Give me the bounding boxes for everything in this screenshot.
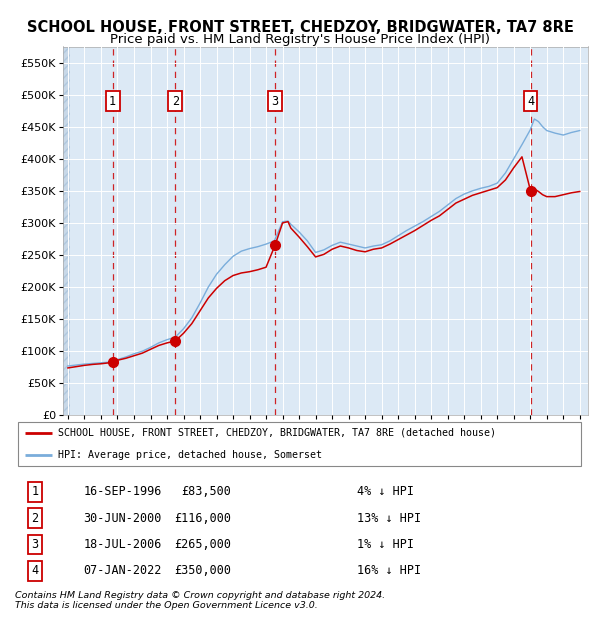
Text: SCHOOL HOUSE, FRONT STREET, CHEDZOY, BRIDGWATER, TA7 8RE: SCHOOL HOUSE, FRONT STREET, CHEDZOY, BRI… xyxy=(26,20,574,35)
Text: 1: 1 xyxy=(109,94,116,107)
Text: This data is licensed under the Open Government Licence v3.0.: This data is licensed under the Open Gov… xyxy=(15,601,318,611)
Text: 07-JAN-2022: 07-JAN-2022 xyxy=(83,564,162,577)
Text: Price paid vs. HM Land Registry's House Price Index (HPI): Price paid vs. HM Land Registry's House … xyxy=(110,33,490,46)
Text: 16% ↓ HPI: 16% ↓ HPI xyxy=(357,564,421,577)
Text: 4% ↓ HPI: 4% ↓ HPI xyxy=(357,485,414,498)
Text: £350,000: £350,000 xyxy=(175,564,232,577)
Text: 1% ↓ HPI: 1% ↓ HPI xyxy=(357,538,414,551)
FancyBboxPatch shape xyxy=(18,422,581,466)
Text: 3: 3 xyxy=(271,94,278,107)
Text: 16-SEP-1996: 16-SEP-1996 xyxy=(83,485,162,498)
Text: 30-JUN-2000: 30-JUN-2000 xyxy=(83,512,162,525)
Text: 18-JUL-2006: 18-JUL-2006 xyxy=(83,538,162,551)
Text: 3: 3 xyxy=(31,538,38,551)
Text: 2: 2 xyxy=(31,512,38,525)
Text: SCHOOL HOUSE, FRONT STREET, CHEDZOY, BRIDGWATER, TA7 8RE (detached house): SCHOOL HOUSE, FRONT STREET, CHEDZOY, BRI… xyxy=(58,428,496,438)
Text: 13% ↓ HPI: 13% ↓ HPI xyxy=(357,512,421,525)
Text: HPI: Average price, detached house, Somerset: HPI: Average price, detached house, Some… xyxy=(58,450,322,460)
Text: 1: 1 xyxy=(31,485,38,498)
Text: £83,500: £83,500 xyxy=(182,485,232,498)
Text: £116,000: £116,000 xyxy=(175,512,232,525)
Text: 2: 2 xyxy=(172,94,179,107)
Text: 4: 4 xyxy=(527,94,534,107)
Text: Contains HM Land Registry data © Crown copyright and database right 2024.: Contains HM Land Registry data © Crown c… xyxy=(15,591,385,600)
Text: 4: 4 xyxy=(31,564,38,577)
Text: £265,000: £265,000 xyxy=(175,538,232,551)
